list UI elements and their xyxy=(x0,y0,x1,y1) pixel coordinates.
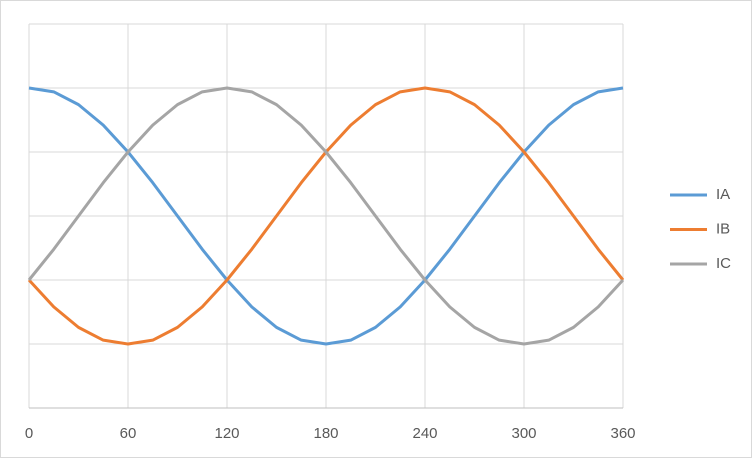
legend-label: IB xyxy=(716,220,730,237)
x-tick-label: 300 xyxy=(511,425,536,442)
legend-label: IC xyxy=(716,255,731,272)
x-tick-label: 60 xyxy=(120,425,137,442)
x-tick-label: 0 xyxy=(25,425,33,442)
x-tick-label: 120 xyxy=(214,425,239,442)
series-line xyxy=(27,86,625,346)
x-tick-label: 180 xyxy=(313,425,338,442)
x-tick-label: 360 xyxy=(610,425,635,442)
legend-label: IA xyxy=(716,186,730,203)
x-tick-label: 240 xyxy=(412,425,437,442)
